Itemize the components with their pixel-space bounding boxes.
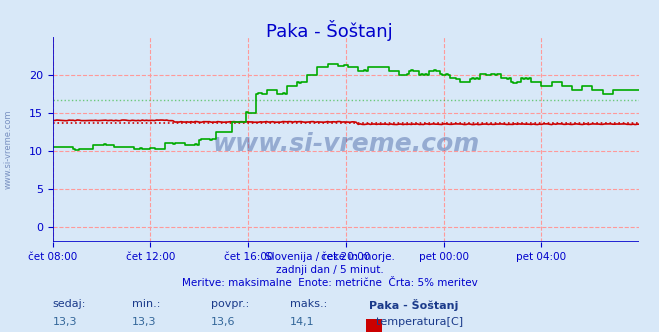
- Text: povpr.:: povpr.:: [211, 299, 249, 309]
- Text: Paka - Šoštanj: Paka - Šoštanj: [369, 299, 459, 311]
- Text: 14,1: 14,1: [290, 317, 314, 327]
- Text: 13,6: 13,6: [211, 317, 235, 327]
- Text: min.:: min.:: [132, 299, 160, 309]
- Text: zadnji dan / 5 minut.: zadnji dan / 5 minut.: [275, 265, 384, 275]
- Text: Paka - Šoštanj: Paka - Šoštanj: [266, 20, 393, 41]
- Text: Slovenija / reke in morje.: Slovenija / reke in morje.: [264, 252, 395, 262]
- Text: sedaj:: sedaj:: [53, 299, 86, 309]
- Text: Meritve: maksimalne  Enote: metrične  Črta: 5% meritev: Meritve: maksimalne Enote: metrične Črta…: [182, 278, 477, 288]
- Text: temperatura[C]: temperatura[C]: [369, 317, 463, 327]
- Text: 13,3: 13,3: [132, 317, 156, 327]
- Text: 13,3: 13,3: [53, 317, 77, 327]
- Text: maks.:: maks.:: [290, 299, 328, 309]
- Text: www.si-vreme.com: www.si-vreme.com: [212, 131, 480, 156]
- Text: www.si-vreme.com: www.si-vreme.com: [3, 110, 13, 189]
